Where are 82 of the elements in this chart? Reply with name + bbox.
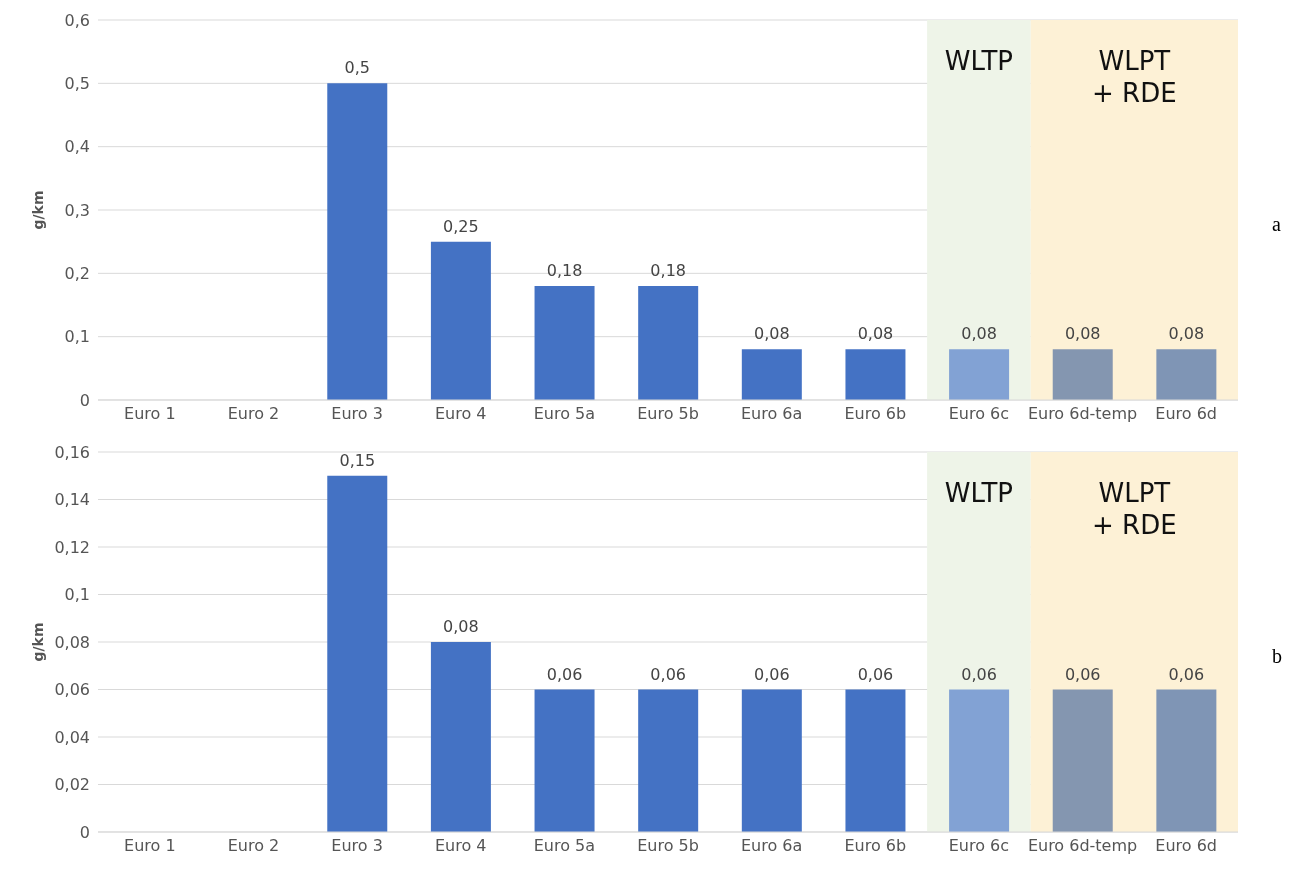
y-tick-label: 0,1 bbox=[64, 327, 90, 347]
bar bbox=[327, 83, 388, 400]
data-label: 0,06 bbox=[1064, 664, 1101, 684]
x-tick-label: Euro 6d-temp bbox=[1027, 404, 1138, 424]
x-tick-label: Euro 3 bbox=[331, 404, 383, 424]
band-label: WLPT + RDE bbox=[1092, 478, 1177, 540]
x-tick-label: Euro 6b bbox=[844, 836, 907, 856]
y-axis-title: g/km bbox=[29, 622, 46, 662]
bar bbox=[949, 349, 1010, 400]
band-label: WLPT + RDE bbox=[1092, 46, 1177, 108]
data-label: 0,06 bbox=[857, 664, 894, 684]
bar bbox=[327, 475, 388, 832]
data-label: 0,06 bbox=[1168, 664, 1205, 684]
y-tick-label: 0,12 bbox=[54, 537, 90, 557]
data-label: 0,08 bbox=[443, 617, 479, 636]
x-tick-label: Euro 6d bbox=[1155, 836, 1218, 856]
data-label: 0,08 bbox=[1168, 324, 1205, 344]
bar bbox=[1052, 349, 1113, 400]
band-label: WLTP bbox=[944, 46, 1013, 76]
data-label: 0,08 bbox=[1064, 324, 1101, 344]
bar bbox=[949, 689, 1010, 832]
data-label: 0,06 bbox=[754, 664, 790, 684]
y-tick-label: 0 bbox=[79, 390, 90, 410]
x-tick-label: Euro 5a bbox=[533, 404, 596, 424]
bar bbox=[1156, 689, 1217, 832]
x-tick-label: Euro 6d bbox=[1155, 404, 1218, 424]
bar bbox=[638, 689, 699, 832]
data-label: 0,06 bbox=[961, 664, 997, 684]
y-tick-label: 0,2 bbox=[64, 264, 90, 284]
bar bbox=[1052, 689, 1113, 832]
y-tick-label: 0,5 bbox=[64, 74, 90, 94]
y-axis-title: g/km bbox=[29, 190, 46, 230]
y-tick-label: 0,16 bbox=[54, 442, 90, 462]
bar bbox=[741, 689, 802, 832]
y-tick-label: 0,06 bbox=[54, 680, 90, 700]
x-tick-label: Euro 2 bbox=[227, 836, 280, 856]
x-tick-label: Euro 5b bbox=[637, 836, 699, 856]
bar bbox=[741, 349, 802, 400]
x-tick-label: Euro 5a bbox=[533, 836, 596, 856]
x-tick-label: Euro 2 bbox=[227, 404, 280, 424]
data-label: 0,18 bbox=[546, 261, 583, 280]
y-tick-label: 0,4 bbox=[64, 137, 90, 157]
y-tick-label: 0,02 bbox=[54, 775, 90, 795]
bar bbox=[534, 286, 595, 400]
bar bbox=[534, 689, 595, 832]
x-tick-label: Euro 6d-temp bbox=[1027, 836, 1138, 856]
x-tick-label: Euro 6b bbox=[844, 404, 907, 424]
y-tick-label: 0,3 bbox=[64, 200, 90, 220]
y-tick-label: 0,1 bbox=[64, 585, 90, 605]
x-tick-label: Euro 4 bbox=[434, 404, 487, 424]
bar bbox=[430, 642, 491, 832]
data-label: 0,08 bbox=[961, 324, 997, 344]
y-tick-label: 0,08 bbox=[54, 632, 90, 652]
y-tick-label: 0,14 bbox=[54, 490, 90, 510]
y-tick-label: 0 bbox=[79, 822, 90, 842]
text: a bbox=[1272, 212, 1281, 236]
bar bbox=[638, 286, 699, 400]
data-label: 0,15 bbox=[339, 450, 376, 470]
band-label: WLTP bbox=[944, 478, 1013, 508]
x-tick-label: Euro 6c bbox=[948, 404, 1010, 424]
y-tick-label: 0,6 bbox=[64, 10, 90, 30]
x-tick-label: Euro 6a bbox=[740, 836, 803, 856]
data-label: 0,25 bbox=[443, 216, 479, 236]
x-tick-label: Euro 5b bbox=[637, 404, 699, 424]
data-label: 0,5 bbox=[344, 58, 370, 78]
x-tick-label: Euro 1 bbox=[124, 404, 176, 424]
bar bbox=[430, 241, 491, 400]
bar bbox=[1156, 349, 1217, 400]
text: b bbox=[1272, 644, 1282, 668]
x-tick-label: Euro 4 bbox=[434, 836, 487, 856]
x-tick-label: Euro 6c bbox=[948, 836, 1010, 856]
data-label: 0,06 bbox=[650, 664, 686, 684]
y-tick-label: 0,04 bbox=[54, 727, 90, 747]
bar bbox=[845, 689, 906, 832]
bar bbox=[845, 349, 906, 400]
data-label: 0,06 bbox=[546, 664, 583, 684]
data-label: 0,08 bbox=[754, 324, 790, 344]
x-tick-label: Euro 3 bbox=[331, 836, 383, 856]
x-tick-label: Euro 1 bbox=[124, 836, 176, 856]
x-tick-label: Euro 6a bbox=[740, 404, 803, 424]
data-label: 0,18 bbox=[650, 261, 686, 280]
data-label: 0,08 bbox=[857, 324, 894, 344]
